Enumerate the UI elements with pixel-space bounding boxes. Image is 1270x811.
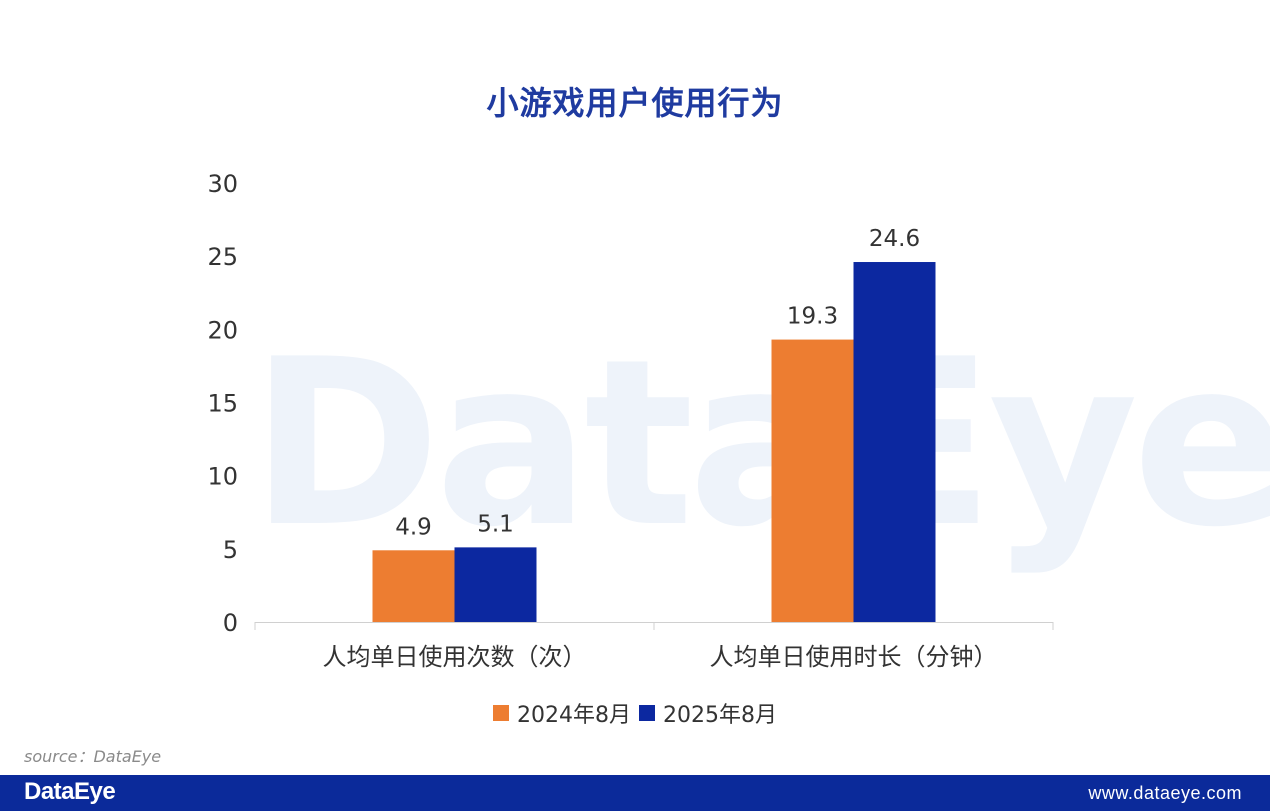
legend-item-2025: 2025年8月 [639, 697, 777, 729]
y-tick-label: 5 [223, 536, 238, 564]
footer-bar: DataEye www.dataeye.com [0, 775, 1270, 811]
x-category-label: 人均单日使用次数（次） [323, 643, 587, 671]
footer-logo: DataEye [24, 778, 116, 805]
data-label: 24.6 [869, 226, 920, 252]
y-tick-label: 15 [207, 390, 238, 418]
data-label: 5.1 [477, 511, 514, 537]
y-tick-label: 20 [207, 316, 238, 344]
x-category-label: 人均单日使用时长（分钟） [710, 643, 998, 671]
legend-label-2025: 2025年8月 [663, 703, 777, 728]
bar-2025-cat1 [454, 547, 537, 622]
bar-2025-cat2 [853, 262, 936, 622]
legend-swatch-2024 [493, 705, 509, 721]
y-tick-label: 30 [207, 170, 238, 198]
data-label: 19.3 [787, 304, 838, 330]
chart-legend: 2024年8月 2025年8月 [0, 697, 1270, 729]
source-note: source：DataEye [24, 747, 162, 766]
y-tick-label: 10 [207, 463, 238, 491]
bar-2024-cat2 [771, 339, 854, 622]
legend-item-2024: 2024年8月 [493, 697, 631, 729]
data-label: 4.9 [395, 514, 432, 540]
chart-title: 小游戏用户使用行为 [486, 84, 784, 122]
footer-url[interactable]: www.dataeye.com [1088, 783, 1242, 803]
y-tick-label: 25 [207, 243, 238, 271]
bar-2024-cat1 [372, 550, 455, 622]
legend-swatch-2025 [639, 705, 655, 721]
y-tick-label: 0 [223, 609, 238, 637]
legend-label-2024: 2024年8月 [517, 703, 631, 728]
